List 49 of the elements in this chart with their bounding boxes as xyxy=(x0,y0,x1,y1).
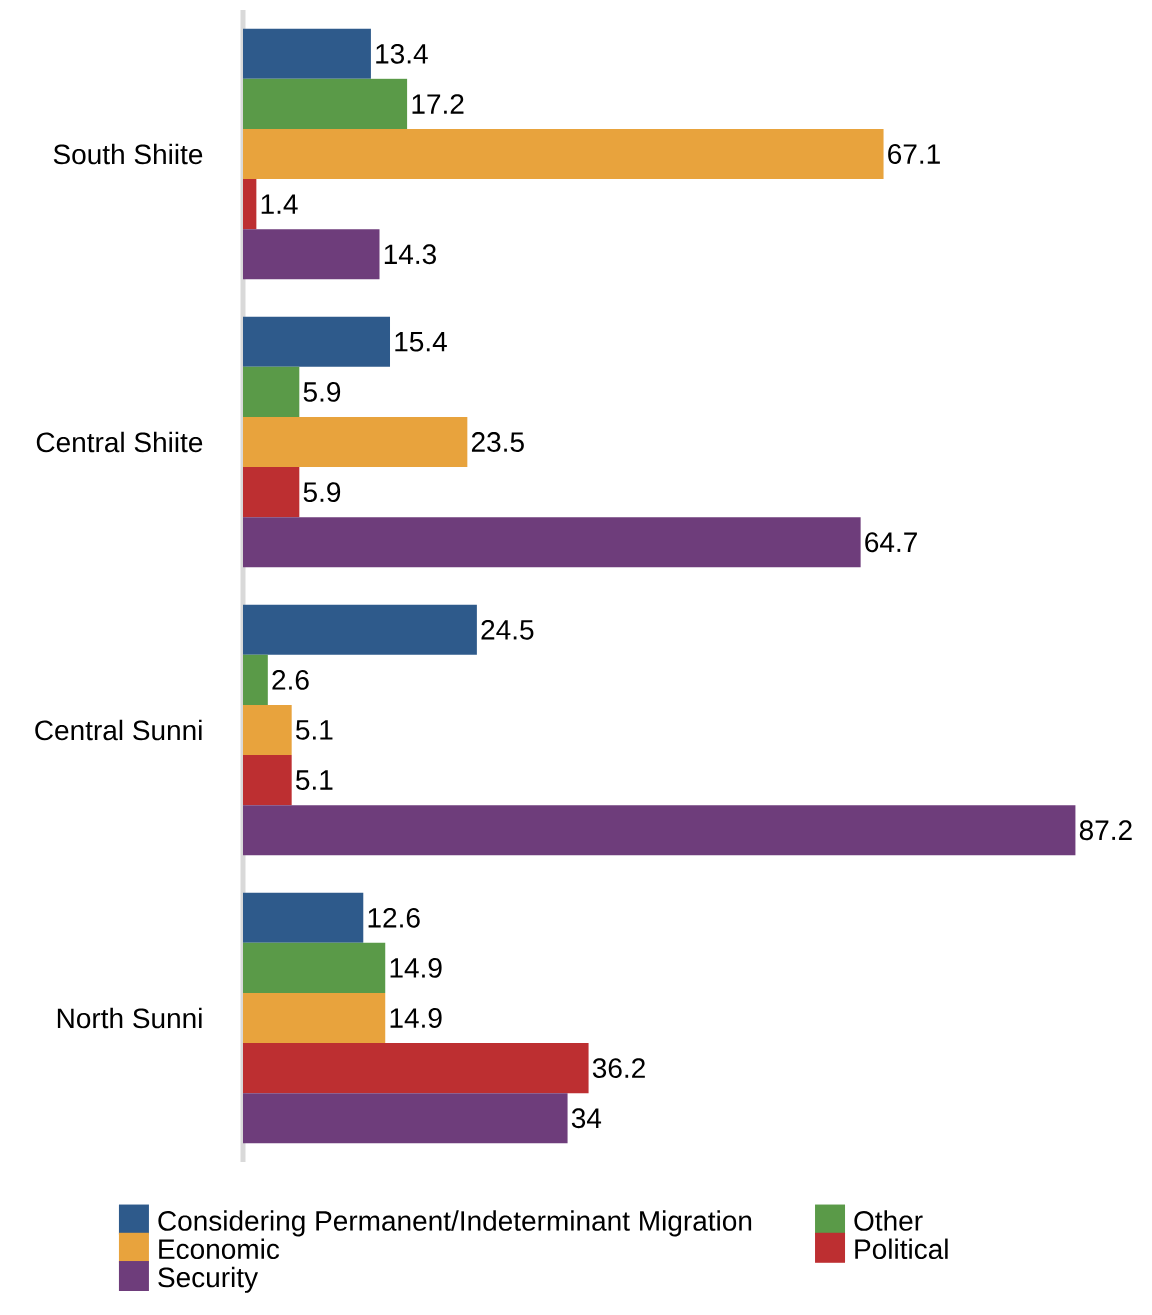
bar xyxy=(243,654,268,705)
data-label: 14.9 xyxy=(390,958,442,978)
bar xyxy=(243,604,477,655)
data-label: 24.5 xyxy=(481,619,534,640)
data-label: 5.9 xyxy=(303,482,341,503)
data-label: 23.5 xyxy=(471,432,524,452)
data-label: 13.4 xyxy=(376,43,428,64)
bar xyxy=(243,805,1076,856)
bar xyxy=(243,1043,589,1094)
bar xyxy=(243,316,391,367)
data-label: 14.9 xyxy=(390,1008,442,1028)
bar xyxy=(243,128,884,180)
bar xyxy=(243,1093,568,1144)
bar xyxy=(243,366,300,417)
bar xyxy=(243,416,468,468)
data-label: 67.1 xyxy=(888,144,940,164)
bar xyxy=(243,992,386,1044)
data-label: 2.6 xyxy=(272,670,309,690)
bar xyxy=(243,517,861,568)
bar xyxy=(243,229,380,280)
data-label: 87.2 xyxy=(1079,820,1132,841)
bar xyxy=(243,704,292,756)
legend-label: Security xyxy=(158,1266,259,1293)
data-label: 36.2 xyxy=(592,1058,645,1079)
data-label: 15.4 xyxy=(395,332,447,352)
legend-label: Economic xyxy=(159,1238,280,1260)
data-label: 34 xyxy=(571,1108,602,1129)
y-tick-label: Central Shiite xyxy=(36,431,203,453)
data-label: 5.1 xyxy=(296,770,333,790)
data-label: 1.4 xyxy=(261,194,298,214)
y-tick-label: South Shiite xyxy=(53,143,203,165)
bar xyxy=(243,467,300,518)
bar xyxy=(243,755,292,806)
data-label: 17.2 xyxy=(412,94,464,114)
data-label: 12.6 xyxy=(368,907,420,928)
legend-label: Other xyxy=(854,1210,923,1231)
data-label: 14.3 xyxy=(384,244,436,265)
legend-label: Political xyxy=(855,1238,948,1260)
data-label: 64.7 xyxy=(865,532,917,553)
bar xyxy=(243,892,364,943)
data-label: 5.1 xyxy=(296,720,333,740)
bar xyxy=(243,942,386,993)
y-tick-label: Central Sunni xyxy=(35,719,202,741)
data-label: 5.9 xyxy=(303,382,341,402)
legend-label: Considering Permanent/Indeterminant Migration xyxy=(158,1210,752,1237)
bar xyxy=(243,179,257,230)
bar xyxy=(243,28,371,79)
bar xyxy=(243,78,408,129)
y-tick-label: North Sunni xyxy=(57,1007,202,1029)
